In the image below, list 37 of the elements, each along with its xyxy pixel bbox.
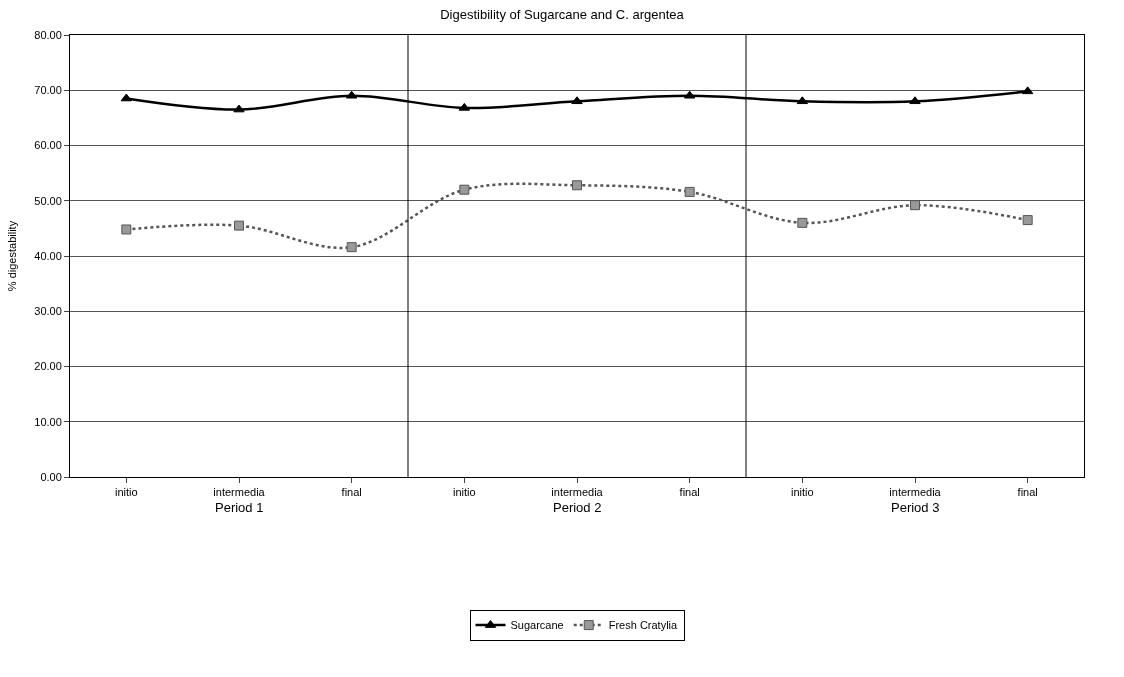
legend-label: Sugarcane: [510, 619, 564, 632]
y-tick-label: 70.00: [34, 84, 62, 97]
point: [909, 96, 921, 105]
x-tick-label: initio: [115, 486, 138, 499]
point: [684, 186, 695, 197]
x-tick-label: final: [679, 486, 700, 499]
x-tick-label: final: [1017, 486, 1038, 499]
point: [910, 200, 920, 211]
point: [797, 217, 808, 228]
y-tick-label: 60.00: [34, 139, 62, 152]
x-tick-label: intermedia: [551, 486, 604, 499]
legend-label: Fresh Cratylia: [608, 619, 679, 632]
point: [346, 242, 357, 253]
x-tick-label: final: [341, 486, 362, 499]
y-tick-label: 30.00: [34, 305, 62, 318]
point: [572, 180, 582, 191]
point: [234, 220, 244, 231]
y-tick-label: 10.00: [34, 415, 62, 428]
text: Period 3: [891, 500, 940, 515]
y-tick-label: 0.00: [40, 470, 62, 483]
y-tick-label: 20.00: [34, 360, 62, 373]
point: [459, 184, 470, 195]
y-tick-label: 80.00: [34, 28, 62, 41]
point: [1022, 215, 1033, 226]
y-axis-title: % digestability: [5, 220, 18, 292]
text: Period 2: [553, 500, 602, 515]
x-tick-label: initio: [453, 486, 476, 499]
text: Period 1: [215, 500, 264, 515]
point: [571, 96, 583, 105]
y-tick-label: 50.00: [34, 194, 62, 207]
x-tick-label: initio: [791, 486, 814, 499]
point: [121, 224, 132, 235]
x-tick-label: intermedia: [889, 486, 942, 499]
y-tick-label: 40.00: [34, 249, 62, 262]
x-tick-label: intermedia: [213, 486, 266, 499]
chart-title: Digestibility of Sugarcane and C. argentea: [440, 7, 685, 23]
point: [233, 104, 245, 113]
